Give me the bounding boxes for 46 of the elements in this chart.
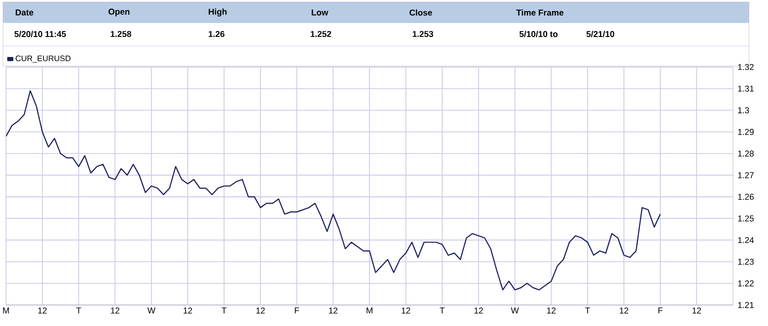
y-tick-label: 1.26 bbox=[738, 194, 754, 200]
text: 5/20/10 11:45 bbox=[14, 30, 66, 38]
y-tick-label: 1.3 bbox=[738, 107, 749, 114]
y-tick-label: 1.32 bbox=[738, 64, 754, 70]
x-tick-label: F bbox=[658, 308, 663, 314]
x-tick-label: W bbox=[147, 308, 156, 314]
text: 5/21/10 bbox=[586, 30, 614, 38]
y-tick-label: 1.23 bbox=[738, 258, 754, 265]
x-tick-label: 12 bbox=[110, 308, 120, 314]
x-tick-label: 12 bbox=[256, 308, 265, 314]
legend-label: CUR_EURUSD bbox=[16, 56, 70, 63]
text: Time Frame bbox=[516, 9, 564, 16]
text: Low bbox=[312, 10, 328, 16]
text: 1.252 bbox=[310, 30, 332, 37]
x-tick-label: 12 bbox=[547, 308, 556, 314]
text: 1.26 bbox=[208, 30, 224, 37]
text: 5/10/10 to bbox=[519, 30, 558, 38]
x-tick-label: 12 bbox=[692, 308, 701, 314]
x-tick-label: 12 bbox=[402, 308, 410, 314]
text: Close bbox=[410, 9, 432, 16]
x-tick-label: T bbox=[440, 308, 445, 314]
x-tick-label: 12 bbox=[329, 308, 338, 314]
text: High bbox=[208, 8, 227, 16]
y-tick-label: 1.31 bbox=[738, 86, 754, 92]
text: Date bbox=[16, 10, 34, 16]
text: 1.258 bbox=[110, 30, 132, 37]
x-tick-label: 12 bbox=[38, 308, 47, 314]
y-tick-label: 1.27 bbox=[738, 172, 754, 178]
x-tick-label: 12 bbox=[620, 308, 628, 314]
x-tick-label: T bbox=[222, 308, 227, 314]
x-tick-label: W bbox=[510, 308, 519, 314]
x-tick-label: F bbox=[294, 308, 300, 314]
y-tick-label: 1.28 bbox=[738, 150, 754, 157]
x-tick-label: 12 bbox=[474, 308, 483, 314]
y-tick-label: 1.29 bbox=[738, 128, 754, 135]
x-tick-label: M bbox=[3, 308, 9, 314]
y-tick-label: 1.22 bbox=[738, 280, 754, 286]
y-tick-label: 1.21 bbox=[738, 302, 754, 308]
x-tick-label: T bbox=[76, 308, 82, 314]
x-tick-label: M bbox=[366, 308, 372, 314]
x-tick-label: 12 bbox=[184, 308, 192, 314]
y-tick-label: 1.24 bbox=[738, 237, 754, 244]
text: 1.253 bbox=[412, 30, 434, 38]
text: Open bbox=[108, 8, 130, 16]
y-tick-label: 1.25 bbox=[738, 215, 754, 222]
x-tick-label: T bbox=[585, 308, 590, 314]
